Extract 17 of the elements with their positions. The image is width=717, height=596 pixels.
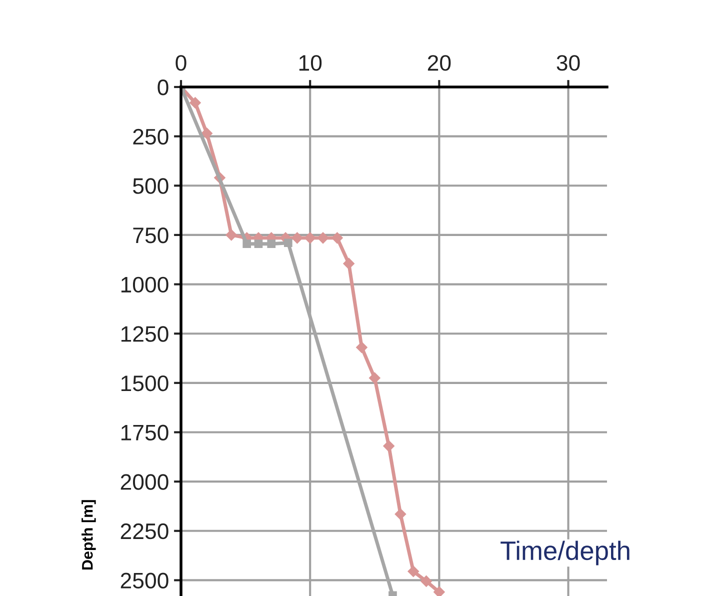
y-tick-label: 500	[133, 178, 168, 194]
y-tick-label: 2000	[120, 474, 168, 490]
y-tick-label: 2250	[120, 523, 168, 540]
y-tick-label: 2500	[120, 572, 168, 588]
y-tick-label: 750	[133, 228, 168, 244]
y-tick-label: 1000	[121, 276, 168, 293]
x-tick-label: 10	[299, 55, 322, 71]
y-tick-label: 250	[133, 128, 168, 145]
annotation: Time/depth	[500, 540, 630, 566]
y-axis-title: Depth [m]	[82, 500, 96, 570]
x-tick-label: 0	[176, 55, 186, 71]
x-tick-label: 30	[556, 55, 580, 71]
y-tick-label: 0	[158, 80, 168, 96]
x-tick-label: 20	[428, 55, 451, 71]
y-tick-label: 1250	[121, 326, 168, 342]
y-tick-label: 1500	[121, 375, 168, 392]
y-tick-label: 1750	[121, 424, 168, 441]
